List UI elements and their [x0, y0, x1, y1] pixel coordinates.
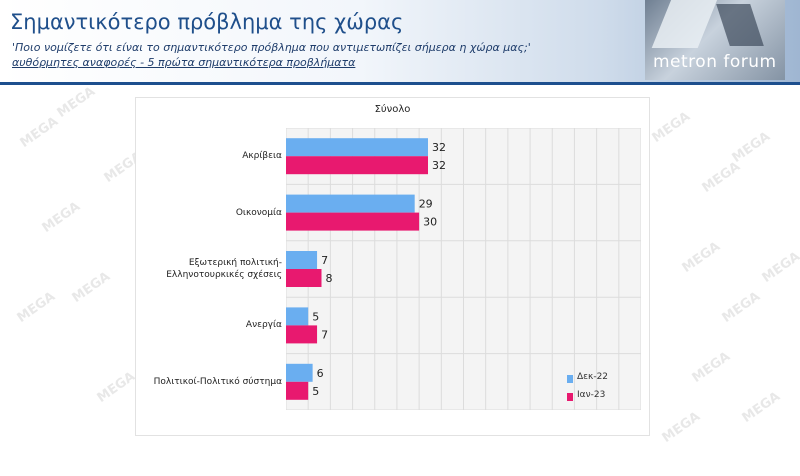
- category-label: Οικονομία: [138, 207, 282, 219]
- bar-dec22: [286, 251, 318, 269]
- chart-title: Σύνολο: [374, 104, 411, 115]
- mega-watermark: MEGA: [94, 369, 139, 406]
- mega-watermark: MEGA: [739, 389, 784, 426]
- mega-watermark: MEGA: [759, 249, 800, 286]
- bar-dec22: [286, 138, 428, 157]
- data-label: 6: [317, 367, 324, 380]
- logo-graphic-accent: [716, 4, 764, 46]
- survey-question: 'Ποιο νομίζετε ότι είναι το σημαντικότερ…: [12, 41, 531, 54]
- data-label: 29: [419, 198, 433, 211]
- survey-subtitle: αυθόρμητες αναφορές - 5 πρώτα σημαντικότ…: [12, 56, 356, 69]
- data-label: 32: [432, 141, 446, 154]
- mega-watermark: MEGA: [39, 199, 84, 236]
- data-label: 32: [432, 159, 446, 172]
- bar-dec22: [286, 363, 313, 382]
- category-label-line: Πολιτικοί-Πολιτικό σύστημα: [153, 376, 282, 387]
- mega-watermark: MEGA: [689, 349, 734, 386]
- bar-jan23: [286, 381, 309, 400]
- bar-dec22: [286, 194, 415, 213]
- bar-jan23: [286, 269, 322, 287]
- category-label-line: Ελληνοτουρκικές σχέσεις: [166, 270, 282, 280]
- mega-watermark: MEGA: [719, 289, 764, 326]
- header-divider: [0, 82, 800, 85]
- mega-watermark: MEGA: [14, 289, 59, 326]
- bar-jan23: [286, 325, 318, 344]
- logo-graphic: [651, 0, 721, 48]
- mega-watermark: MEGA: [649, 109, 694, 146]
- category-label: Ακρίβεια: [138, 150, 282, 162]
- data-label: 8: [326, 272, 333, 285]
- category-label: Ανεργία: [138, 319, 282, 331]
- legend-swatch-dec22: [567, 375, 573, 383]
- chart-panel: Σύνολο Ακρίβεια Οικονομία Εξωτερική πολιτι…: [135, 97, 650, 436]
- data-label: 7: [321, 254, 328, 267]
- category-label: Εξωτερική πολιτική- Ελληνοτουρκικές σχέσε…: [138, 257, 282, 281]
- data-label: 30: [423, 216, 437, 229]
- legend-swatch-jan23: [567, 393, 573, 401]
- page-title: Σημαντικότερο πρόβλημα της χώρας: [10, 10, 404, 34]
- data-label: 5: [312, 310, 319, 323]
- category-label-line: Ανεργία: [245, 320, 282, 331]
- legend-label-jan23: Ιαν-23: [577, 390, 606, 400]
- mega-watermark: MEGA: [699, 159, 744, 196]
- category-label-line: Ακρίβεια: [242, 151, 282, 162]
- bar-jan23: [286, 156, 428, 175]
- header-banner: Σημαντικότερο πρόβλημα της χώρας 'Ποιο ν…: [0, 0, 800, 82]
- category-label: Πολιτικοί-Πολιτικό σύστημα: [138, 376, 282, 388]
- data-label: 5: [312, 385, 319, 398]
- category-label-line: Εξωτερική πολιτική-: [188, 258, 282, 268]
- logo-text: metron forum: [653, 52, 777, 72]
- mega-watermark: MEGA: [54, 84, 99, 121]
- mega-watermark: MEGA: [17, 114, 62, 151]
- bar-dec22: [286, 307, 309, 326]
- legend-label-dec22: Δεκ-22: [577, 372, 609, 382]
- mega-watermark: MEGA: [729, 129, 774, 166]
- mega-watermark: MEGA: [69, 269, 114, 306]
- metron-forum-logo: metron forum: [645, 0, 785, 80]
- category-label-line: Οικονομία: [235, 207, 282, 218]
- data-label: 7: [321, 328, 328, 341]
- mega-watermark: MEGA: [679, 239, 724, 276]
- bar-jan23: [286, 212, 420, 231]
- mega-watermark: MEGA: [659, 409, 704, 446]
